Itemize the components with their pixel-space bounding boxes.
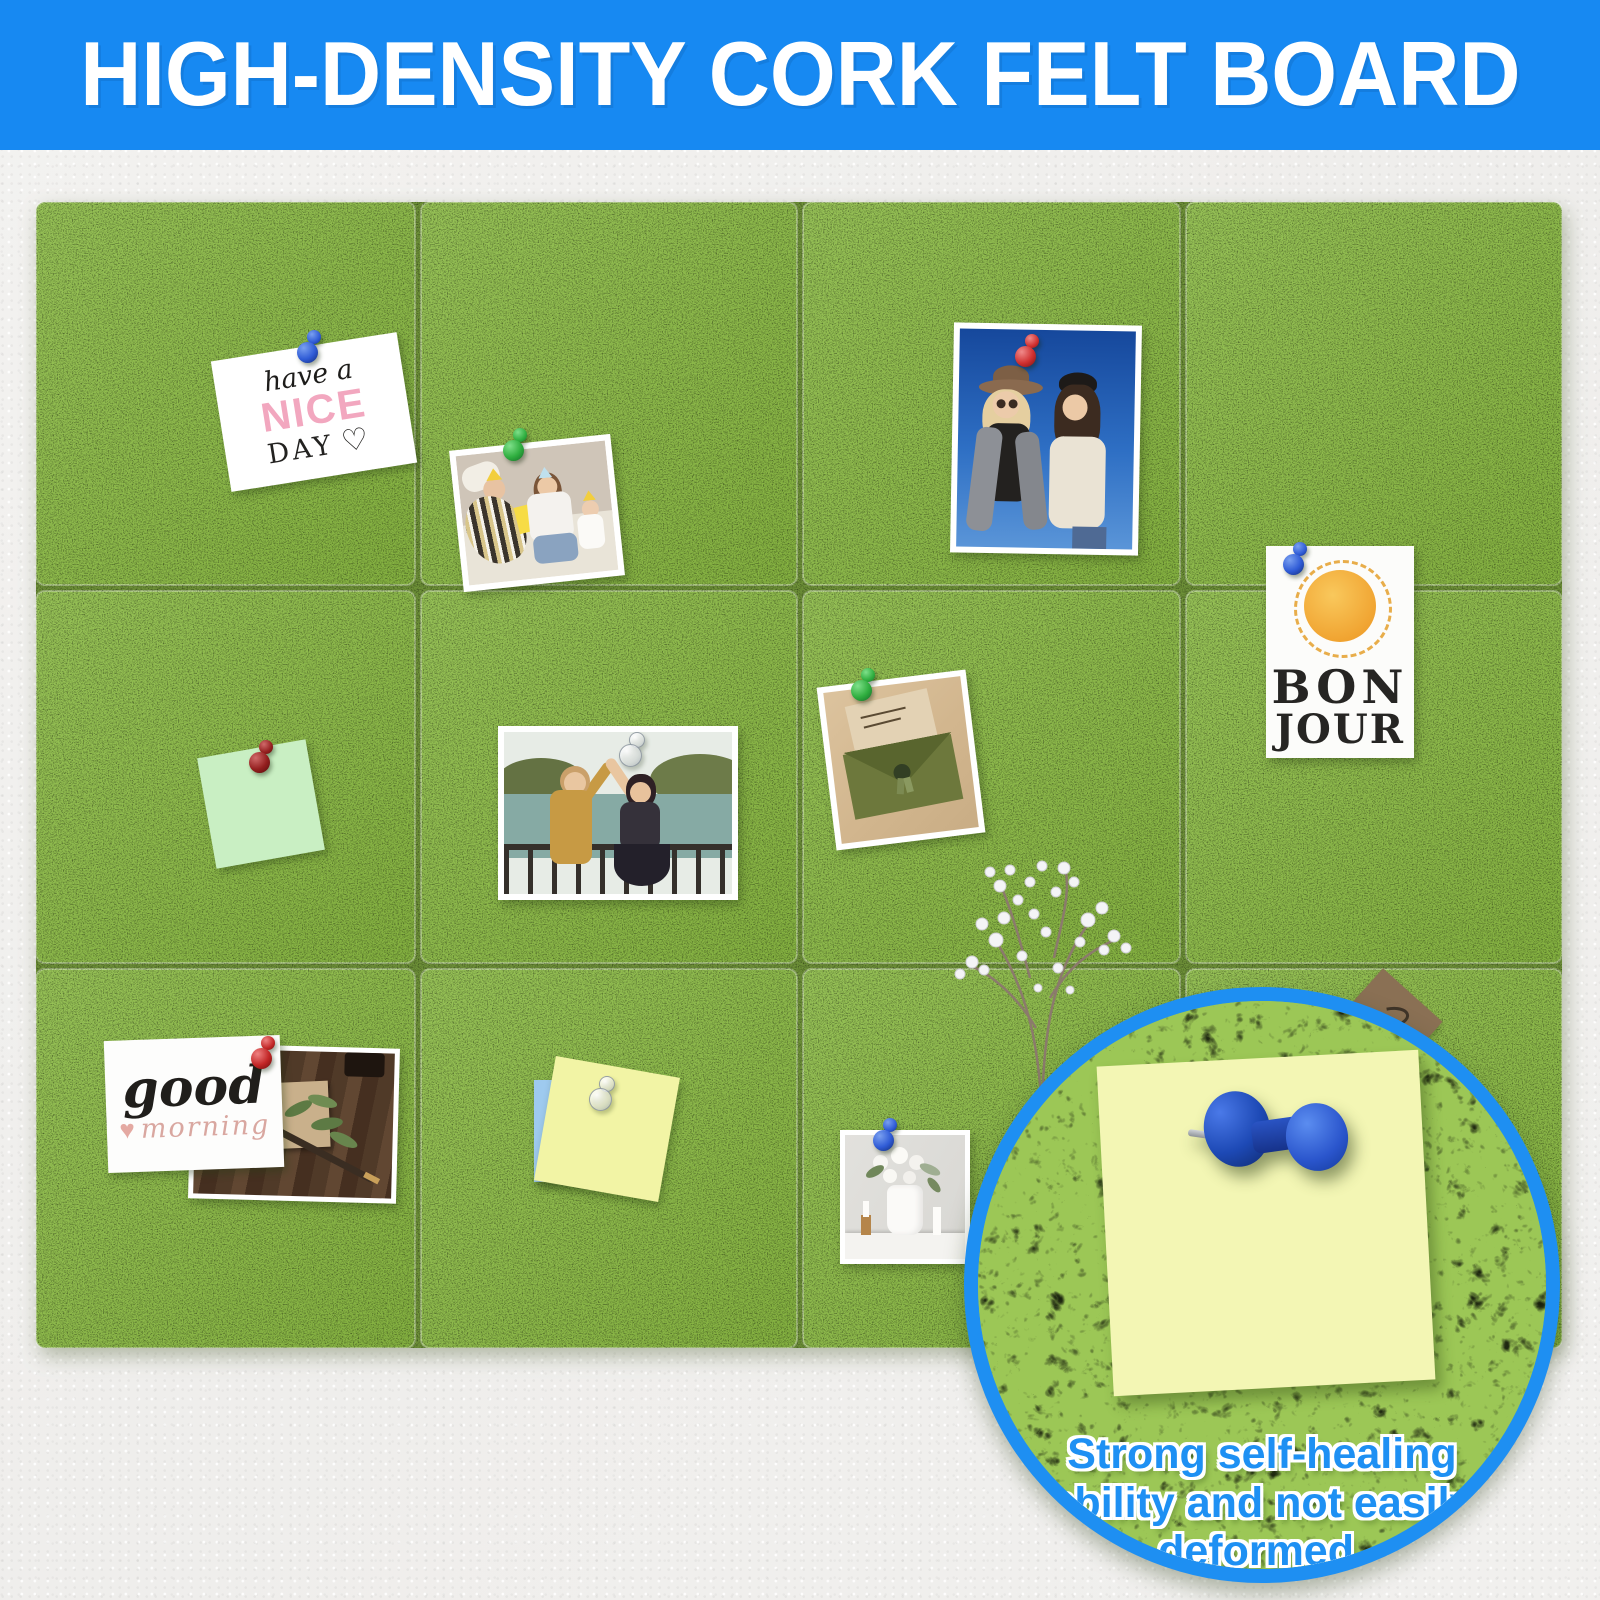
banner: HIGH-DENSITY CORK FELT BOARD bbox=[0, 0, 1600, 150]
leaf bbox=[327, 1128, 360, 1152]
photo-vase-flowers-image bbox=[845, 1135, 965, 1259]
candle bbox=[863, 1201, 869, 1217]
photo-lake-highfive-image bbox=[504, 732, 732, 894]
photo-green-envelope-image bbox=[823, 676, 979, 844]
pushpin-icon bbox=[616, 732, 646, 768]
pushpin-icon bbox=[1012, 334, 1042, 370]
pushpin-icon bbox=[586, 1076, 616, 1112]
photo-vase-flowers bbox=[840, 1130, 970, 1264]
card-bonjour: BON JOUR bbox=[1266, 546, 1414, 758]
watercolor-sun-icon bbox=[1288, 558, 1392, 658]
bonjour-line1: BON bbox=[1271, 660, 1409, 714]
bonjour-line2: JOUR bbox=[1275, 706, 1405, 753]
face-left bbox=[564, 772, 586, 794]
good-morning-word2: morning bbox=[140, 1109, 271, 1145]
flower-blossoms bbox=[954, 860, 1132, 995]
pushpin-icon bbox=[870, 1118, 900, 1154]
pushpin-icon bbox=[294, 330, 324, 366]
good-morning-word1: good bbox=[121, 1054, 266, 1121]
eucalyptus-leaf bbox=[918, 1160, 942, 1179]
caption-line-1: Strong self-healing bbox=[1067, 1430, 1457, 1478]
inset-pushpin-icon bbox=[1187, 1079, 1354, 1189]
beige-sweater bbox=[1048, 436, 1107, 530]
mustard-shirt bbox=[550, 790, 592, 864]
pushpin-icon bbox=[848, 668, 878, 704]
black-floral-top bbox=[620, 802, 660, 850]
pencil-tip bbox=[363, 1171, 381, 1185]
black-skirt bbox=[614, 844, 670, 886]
mantel-shelf bbox=[845, 1233, 965, 1259]
photo-friends-sky bbox=[950, 322, 1142, 556]
sunglasses-lens bbox=[996, 399, 1006, 409]
mom-jeans bbox=[532, 532, 580, 565]
inset-caption: Strong self-healing ability and not easi… bbox=[978, 1430, 1546, 1576]
white-flower bbox=[883, 1169, 897, 1183]
pushpin-icon bbox=[500, 428, 530, 464]
photo-green-envelope bbox=[816, 669, 986, 851]
photo-lake-highfive bbox=[498, 726, 738, 900]
face-right bbox=[630, 782, 651, 803]
caption-line-3: deformed. bbox=[1158, 1527, 1366, 1576]
banner-title: HIGH-DENSITY CORK FELT BOARD bbox=[79, 24, 1521, 125]
white-flower bbox=[903, 1171, 916, 1184]
photo-friends-sky-image bbox=[956, 328, 1136, 550]
candle bbox=[933, 1207, 941, 1235]
cardigan-right bbox=[1014, 430, 1049, 531]
heart-doodle-icon: ♡ bbox=[338, 420, 374, 460]
sun-rays bbox=[1294, 560, 1392, 658]
eucalyptus-leaf bbox=[925, 1175, 943, 1195]
sun-core bbox=[1304, 570, 1376, 642]
white-vase bbox=[887, 1185, 923, 1235]
photo-family bbox=[449, 433, 625, 593]
caption-line-2: ability and not easily bbox=[1050, 1478, 1474, 1527]
jeans-hint bbox=[1072, 526, 1107, 550]
ink-bottle bbox=[344, 1052, 385, 1078]
photo-family-image bbox=[455, 440, 619, 586]
baby-figure bbox=[576, 513, 606, 550]
pushpin-icon bbox=[248, 1036, 278, 1072]
heart-doodle-icon: ♥ bbox=[118, 1113, 136, 1145]
brass-candlestick bbox=[861, 1215, 871, 1235]
zoom-inset-circle: Strong self-healing ability and not easi… bbox=[964, 987, 1560, 1583]
pushpin-icon bbox=[1280, 542, 1310, 578]
good-morning-row2: ♥ morning bbox=[119, 1109, 271, 1145]
pushpin-icon bbox=[246, 740, 276, 776]
white-flower bbox=[891, 1147, 908, 1164]
sunglasses-lens bbox=[1008, 399, 1018, 409]
pushpin-cap-right bbox=[1280, 1098, 1354, 1176]
